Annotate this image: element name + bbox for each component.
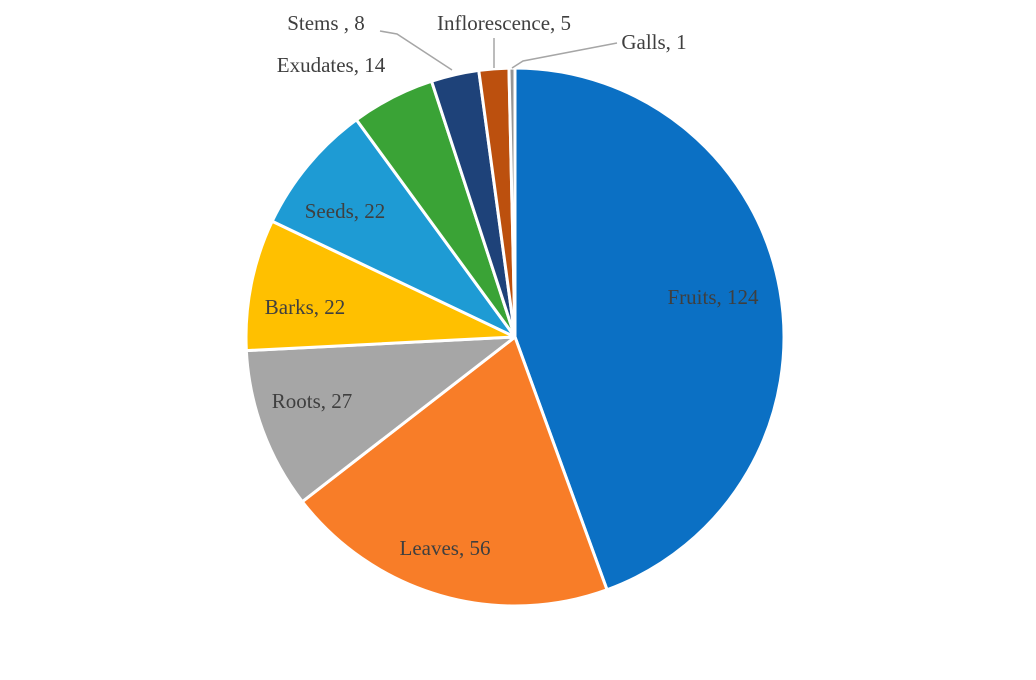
slice-label-barks: Barks, 22 xyxy=(265,295,346,319)
pie-slice-barks xyxy=(244,219,517,353)
slice-label-fruits: Fruits, 124 xyxy=(667,285,759,309)
leader-line-stems xyxy=(379,30,453,71)
pie-slice-fruits xyxy=(513,66,786,592)
pie-slice-roots xyxy=(244,335,517,504)
slice-label-stems: Stems , 8 xyxy=(287,11,365,35)
leader-line-galls xyxy=(511,42,618,69)
pie-slice-leaves xyxy=(300,335,609,608)
pie-slice-seeds xyxy=(270,118,517,339)
slice-label-exudates: Exudates, 14 xyxy=(277,53,386,77)
slice-label-leaves: Leaves, 56 xyxy=(400,536,491,560)
slice-label-inflorescence: Inflorescence, 5 xyxy=(437,11,571,35)
slice-label-galls: Galls, 1 xyxy=(621,30,686,54)
pie-slice-galls xyxy=(507,66,517,339)
slice-label-seeds: Seeds, 22 xyxy=(305,199,386,223)
slice-label-roots: Roots, 27 xyxy=(272,389,353,413)
